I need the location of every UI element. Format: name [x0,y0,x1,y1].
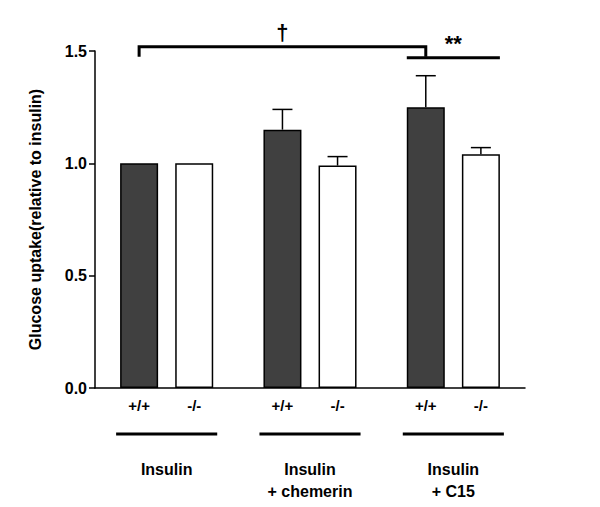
svg-text:†: † [276,20,288,45]
svg-text:0.0: 0.0 [65,380,87,397]
svg-text:+ chemerin: + chemerin [268,483,353,500]
svg-text:-/-: -/- [474,397,488,414]
svg-text:1.5: 1.5 [65,43,87,60]
svg-text:**: ** [445,31,463,56]
svg-text:Glucose uptake(relative to ins: Glucose uptake(relative to insulin) [27,89,44,350]
svg-text:Insulin: Insulin [428,461,480,478]
svg-text:-/-: -/- [187,397,201,414]
svg-text:-/-: -/- [330,397,344,414]
svg-text:Insulin: Insulin [141,461,193,478]
svg-text:+/+: +/+ [128,397,150,414]
svg-text:+/+: +/+ [272,397,294,414]
svg-text:0.5: 0.5 [65,267,87,284]
svg-text:1.0: 1.0 [65,155,87,172]
svg-text:+/+: +/+ [415,397,437,414]
svg-text:Insulin: Insulin [284,461,336,478]
svg-text:+ C15: + C15 [432,483,475,500]
